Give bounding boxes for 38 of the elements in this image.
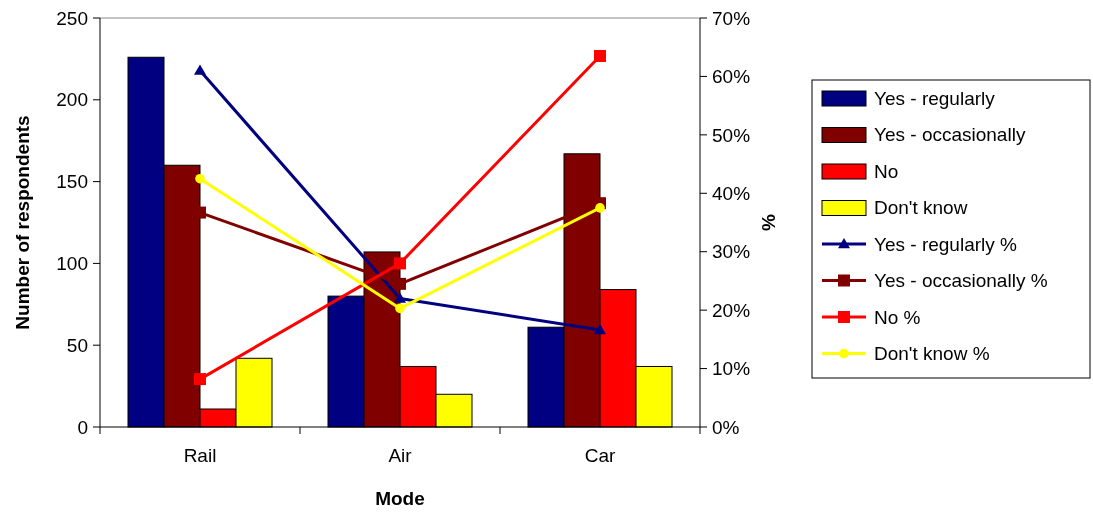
y-tick-label: 250 xyxy=(56,7,88,29)
x-tick-label: Car xyxy=(584,445,616,466)
point xyxy=(595,203,605,213)
y-tick-label: 100 xyxy=(56,253,88,275)
legend-label: Don't know xyxy=(874,197,968,219)
x-axis-title: Mode xyxy=(375,488,425,509)
point xyxy=(394,277,406,290)
y2-tick-label: 0% xyxy=(712,416,740,438)
y2-tick-label: 40% xyxy=(712,182,751,204)
legend-label: Don't know % xyxy=(874,343,990,365)
y2-tick-label: 10% xyxy=(712,358,751,380)
point xyxy=(594,49,606,62)
y-tick-label: 0 xyxy=(77,416,88,438)
point xyxy=(594,324,606,335)
legend-label: Yes - occasionally xyxy=(874,124,1026,146)
y-axis-title: Number of respondents xyxy=(12,115,33,330)
x-tick-label: Rail xyxy=(183,445,217,466)
y-tick-label: 50 xyxy=(66,334,88,356)
y-tick-label: 200 xyxy=(56,89,88,111)
legend-label: Yes - regularly xyxy=(874,87,996,109)
y2-tick-label: 20% xyxy=(712,299,751,321)
legend-label: No % xyxy=(874,306,921,328)
x-tick-label: Air xyxy=(388,445,413,466)
point xyxy=(194,64,206,75)
legend-label: Yes - regularly % xyxy=(874,233,1018,255)
y2-tick-label: 60% xyxy=(712,66,751,88)
legend-label: No xyxy=(874,160,899,182)
y-tick-label: 150 xyxy=(56,171,88,193)
point xyxy=(194,373,206,386)
y2-tick-label: 50% xyxy=(712,124,751,146)
legend-label: Yes - occasionally % xyxy=(874,270,1048,292)
point xyxy=(394,292,406,303)
point xyxy=(195,173,205,184)
y2-tick-label: 70% xyxy=(712,7,751,29)
point xyxy=(394,257,406,270)
y2-tick-label: 30% xyxy=(712,241,751,263)
point xyxy=(395,303,405,314)
y2-axis-title: % xyxy=(758,213,779,231)
